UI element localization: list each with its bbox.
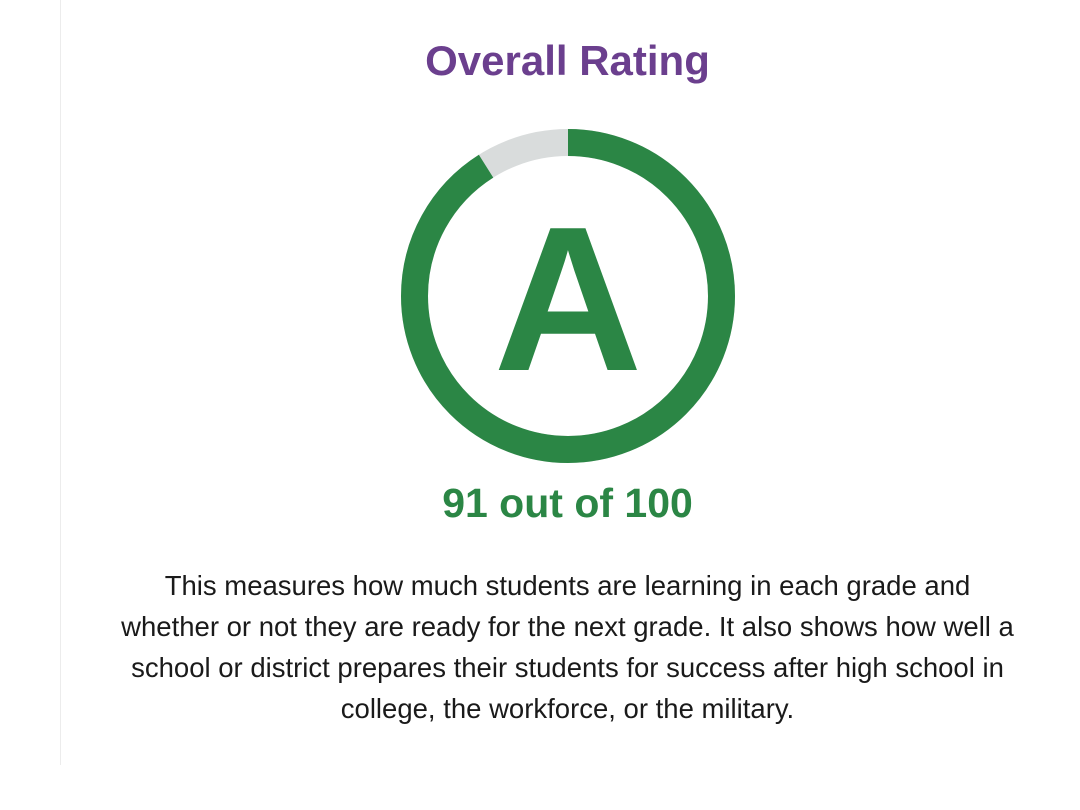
grade-letter: A [494,184,643,414]
progress-ring-icon: A [401,129,735,463]
score-text: 91 out of 100 [442,480,693,526]
gauge-fill [401,129,735,463]
divider [60,0,61,765]
rating-description: This measures how much students are lear… [121,570,1014,724]
page-title: Overall Rating [425,37,710,84]
